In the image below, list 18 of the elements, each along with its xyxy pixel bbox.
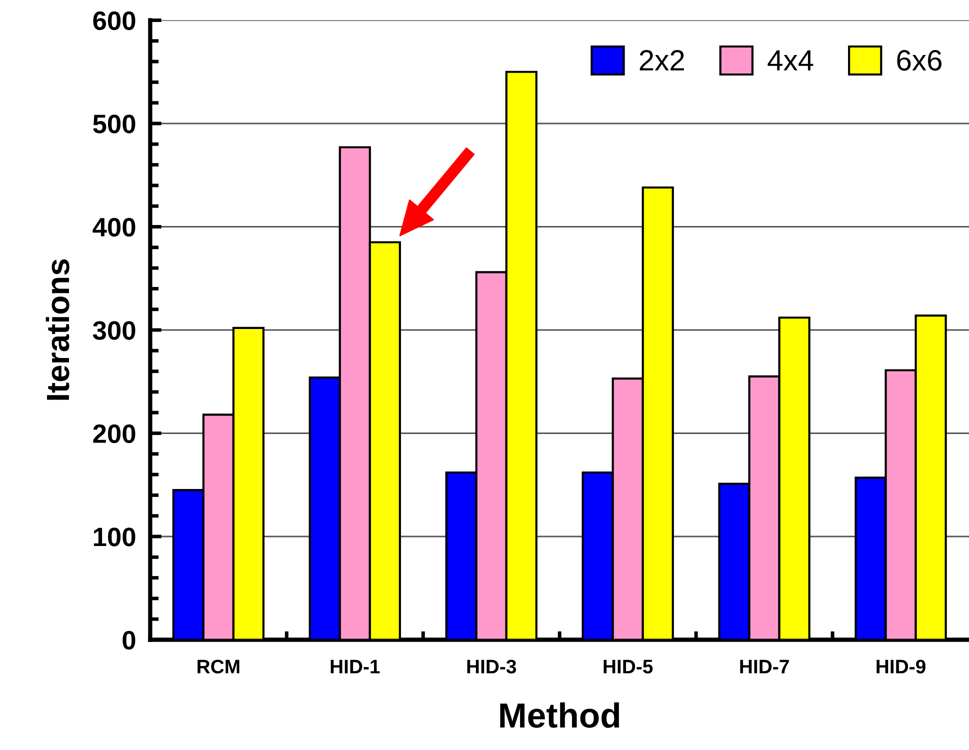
y-tick-label: 600 [93, 11, 136, 30]
y-axis-title: Iterations [46, 259, 70, 400]
legend-label: 2x2 [640, 50, 684, 70]
y-tick-label: 500 [93, 114, 136, 134]
legend-label: 4x4 [768, 50, 814, 70]
y-tick-label: 0 [122, 630, 136, 650]
x-tick-label: HID-3 [467, 660, 516, 674]
x-tick-label: HID-9 [876, 660, 926, 674]
y-tick-label: 100 [94, 528, 136, 546]
y-tick-label: 200 [93, 424, 136, 444]
y-tick-label: 300 [92, 321, 136, 340]
y-tick-label: 400 [92, 218, 136, 237]
x-tick-label: RCM [198, 660, 240, 674]
x-tick-label: HID-1 [330, 660, 380, 674]
legend-label: 6x6 [897, 50, 942, 71]
x-tick-label: HID-5 [604, 660, 653, 674]
x-tick-label: HID-7 [740, 660, 789, 674]
x-axis-title: Method [500, 702, 620, 728]
